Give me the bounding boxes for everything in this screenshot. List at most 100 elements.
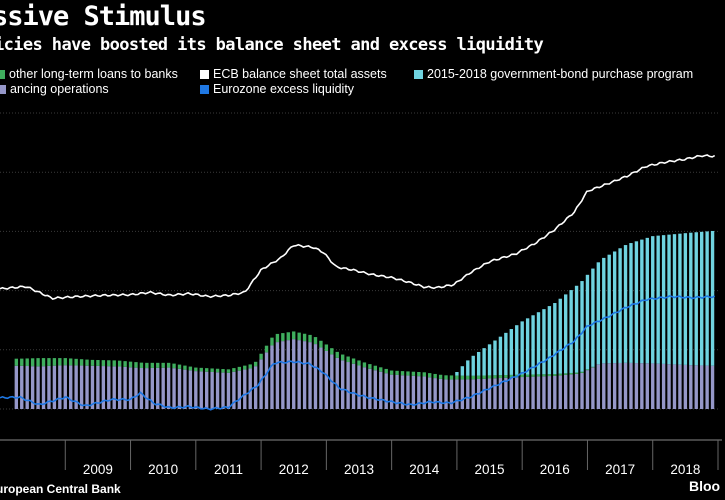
bar-segment (221, 372, 225, 409)
bar-segment (281, 341, 285, 409)
bar-segment (406, 375, 410, 409)
bar-segment (156, 367, 160, 409)
bar-segment (112, 366, 116, 409)
bar-segment (547, 306, 552, 375)
bar-segment (591, 268, 595, 367)
bar-segment (302, 333, 307, 342)
series-line (0, 154, 716, 300)
bar-segment (574, 285, 579, 373)
bar-segment (466, 360, 470, 376)
bar-segment (487, 344, 492, 376)
bar-segment (705, 231, 709, 366)
x-tick-label: 2013 (344, 462, 374, 477)
bar-segment (623, 245, 628, 363)
bar-segment (172, 363, 176, 369)
bar-segment (96, 365, 100, 409)
bar-segment (215, 368, 220, 373)
bar-segment (357, 360, 361, 366)
bar-segment (689, 232, 693, 366)
bar-segment (580, 371, 584, 373)
bar-segment (629, 243, 633, 363)
bar-segment (623, 362, 628, 409)
bar-segment (569, 372, 573, 375)
bar-segment (536, 312, 541, 375)
bar-segment (509, 374, 513, 378)
bar-segment (678, 364, 682, 409)
bar-segment (205, 368, 209, 372)
bar-segment (569, 374, 573, 409)
bar-segment (482, 375, 486, 379)
bar-segment (667, 234, 671, 365)
bar-segment (384, 368, 388, 374)
bar-segment (411, 371, 416, 376)
x-tick-label: 2018 (670, 462, 700, 477)
bar-segment (232, 368, 236, 372)
bar-segment (585, 274, 590, 370)
bar-segment (422, 372, 426, 377)
bar-segment (346, 362, 350, 409)
bar-segment (362, 362, 367, 368)
bar-segment (428, 373, 432, 378)
bar-segment (313, 337, 318, 345)
bar-segment (351, 358, 356, 364)
bar-segment (335, 351, 339, 358)
bar-segment (705, 365, 709, 409)
source-note: uropean Central Bank (0, 482, 121, 496)
bar-segment (237, 370, 242, 409)
bar-segment (123, 366, 127, 409)
bar-segment (694, 232, 698, 366)
bar-segment (275, 333, 280, 343)
bar-segment (498, 336, 503, 376)
bar-segment (302, 341, 307, 409)
bar-segment (476, 375, 481, 380)
bar-segment (308, 342, 312, 409)
bar-segment (384, 373, 388, 409)
bar-segment (319, 347, 323, 409)
bar-segment (493, 378, 497, 409)
bar-segment (471, 379, 475, 409)
bar-segment (47, 365, 51, 409)
bar-segment (221, 369, 225, 373)
bar-segment (596, 262, 601, 365)
bar-segment (297, 340, 301, 409)
bar-segment (205, 371, 209, 409)
x-tick-label: 2017 (605, 462, 635, 477)
bar-segment (580, 281, 584, 372)
bar-segment (656, 363, 660, 409)
bar-segment (455, 372, 459, 376)
bar-segment (183, 365, 187, 370)
bar-segment (243, 365, 247, 370)
bar-segment (286, 340, 290, 409)
bar-segment (90, 359, 95, 366)
bar-segment (297, 332, 301, 341)
bar-segment (542, 376, 546, 409)
bar-segment (172, 368, 176, 409)
bar-segment (515, 377, 519, 409)
x-tick-label: 2016 (540, 462, 570, 477)
bar-segment (487, 378, 492, 409)
bar-segment (324, 344, 329, 351)
bar-segment (389, 374, 394, 409)
bar-segment (112, 360, 116, 367)
legend-label-refinancing: ancing operations (10, 82, 109, 96)
bar-segment (640, 239, 644, 364)
bar-segment (270, 345, 274, 409)
bar-segment (710, 230, 715, 366)
bar-segment (460, 366, 465, 376)
bar-segment (188, 366, 193, 371)
bar-segment (226, 372, 231, 409)
bar-segment (438, 374, 443, 379)
bar-segment (156, 362, 160, 368)
bar-segment (259, 359, 263, 409)
bar-segment (166, 367, 171, 409)
bar-segment (531, 374, 535, 377)
bar-segment (591, 367, 595, 409)
bar-segment (487, 375, 492, 379)
bar-segment (564, 294, 568, 374)
bar-segment (79, 365, 84, 409)
bar-segment (139, 368, 144, 409)
bar-segment (482, 378, 486, 409)
bar-segment (183, 369, 187, 409)
bar-segment (20, 365, 24, 409)
bar-segment (618, 248, 622, 363)
